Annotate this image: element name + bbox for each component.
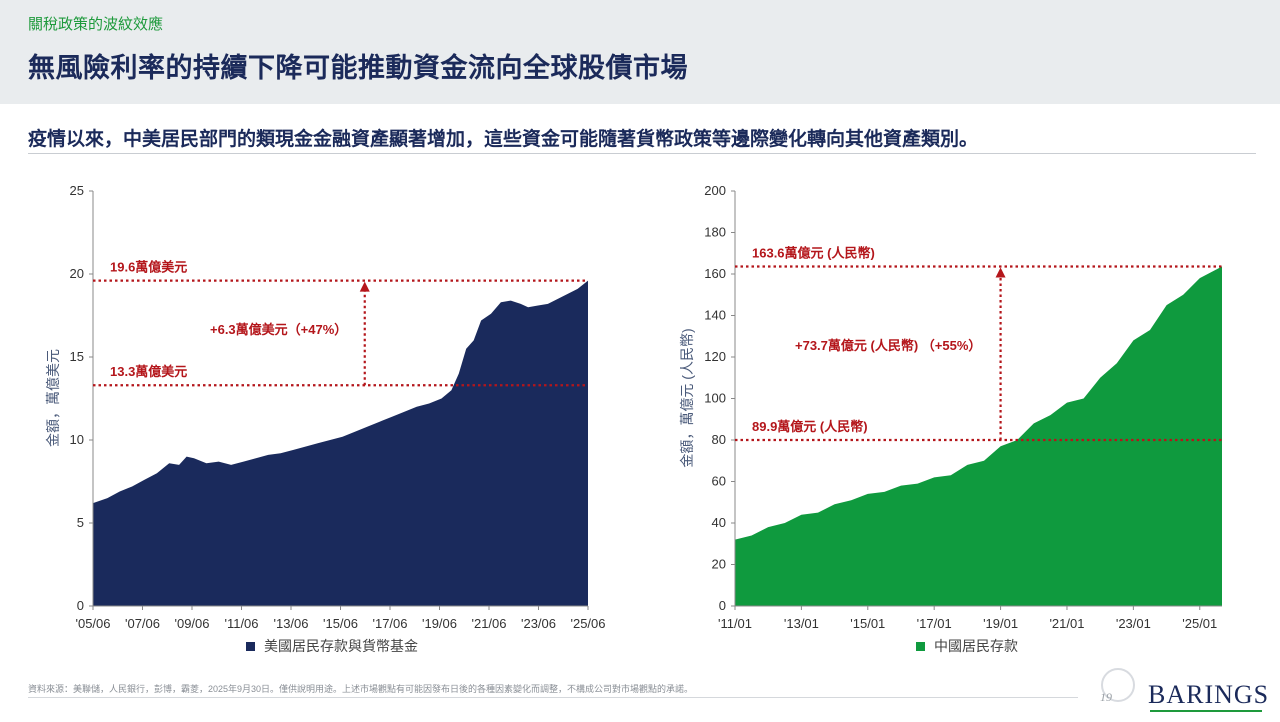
page-number: 19 <box>1100 690 1112 704</box>
x-tick-label: '23/01 <box>1116 616 1151 631</box>
y-axis-label: 金額，萬億元 (人民幣) <box>679 328 695 467</box>
y-tick-label: 5 <box>77 515 84 530</box>
y-tick-label: 20 <box>712 557 726 572</box>
y-tick-label: 80 <box>712 432 726 447</box>
y-tick-label: 0 <box>719 598 726 613</box>
arrow-head-icon <box>359 281 370 292</box>
legend-label: 中國居民存款 <box>934 638 1018 654</box>
chart-1: 0 20 40 60 80 100 120 140 160 180 200 '11/01 '13/01 '… <box>679 183 1222 654</box>
slide-subtitle: 疫情以來，中美居民部門的類現金金融資產顯著增加，這些資金可能隨著貨幣政策等邊際變… <box>28 129 979 150</box>
watermark-circle-icon <box>1101 668 1135 702</box>
difference-label: +6.3萬億美元（+47%） <box>210 322 347 337</box>
bottom-level-label: 13.3萬億美元 <box>110 364 187 379</box>
source-footnote: 資料來源：美聯儲，人民銀行，彭博，霸菱，2025年9月30日。僅供說明用途。上述… <box>28 684 694 694</box>
top-level-label: 163.6萬億元 (人民幣) <box>752 246 875 261</box>
x-tick-label: '15/06 <box>323 616 358 631</box>
x-tick-label: '11/01 <box>718 616 752 631</box>
header-band: 關稅政策的波紋效應 無風險利率的持續下降可能推動資金流向全球股債市場 <box>0 0 1280 104</box>
y-tick-label: 10 <box>70 432 84 447</box>
x-tick-label: '21/01 <box>1049 616 1084 631</box>
series-area <box>735 266 1222 606</box>
arrow-head-icon <box>995 267 1006 278</box>
y-tick-label: 40 <box>712 515 726 530</box>
top-level-label: 19.6萬億美元 <box>110 260 187 275</box>
x-tick-label: '19/01 <box>983 616 1018 631</box>
x-tick-label: '21/06 <box>471 616 506 631</box>
series-area <box>93 280 588 606</box>
y-tick-label: 180 <box>704 225 726 240</box>
footer-divider <box>28 697 1078 698</box>
chart-0: 0 5 10 15 20 25 '05/06 '07/06 '09/06 '11/06 '13/06… <box>45 183 606 654</box>
x-tick-label: '13/01 <box>784 616 819 631</box>
y-tick-label: 25 <box>70 183 84 198</box>
y-tick-label: 140 <box>704 308 726 323</box>
y-tick-label: 0 <box>77 598 84 613</box>
x-tick-label: '13/06 <box>273 616 308 631</box>
y-tick-label: 120 <box>704 349 726 364</box>
x-tick-label: '19/06 <box>422 616 457 631</box>
section-kicker: 關稅政策的波紋效應 <box>28 16 164 33</box>
x-tick-label: '07/06 <box>125 616 160 631</box>
bottom-level-label: 89.9萬億元 (人民幣) <box>752 419 868 434</box>
subtitle-divider <box>28 153 1256 154</box>
y-tick-label: 60 <box>712 474 726 489</box>
y-tick-label: 200 <box>704 183 726 198</box>
x-tick-label: '11/06 <box>224 616 258 631</box>
x-tick-label: '25/06 <box>570 616 605 631</box>
barings-logo: BARINGS <box>1148 680 1270 709</box>
legend-swatch <box>246 642 255 651</box>
difference-label: +73.7萬億元 (人民幣) （+55%） <box>795 338 981 353</box>
x-tick-label: '17/06 <box>372 616 407 631</box>
x-tick-label: '17/01 <box>917 616 952 631</box>
y-tick-label: 160 <box>704 266 726 281</box>
x-tick-label: '15/01 <box>850 616 885 631</box>
legend-label: 美國居民存款與貨幣基金 <box>264 638 418 654</box>
legend-swatch <box>916 642 925 651</box>
x-tick-label: '25/01 <box>1182 616 1217 631</box>
y-axis-label: 金額，萬億美元 <box>45 349 61 447</box>
x-tick-label: '23/06 <box>521 616 556 631</box>
y-tick-label: 20 <box>70 266 84 281</box>
x-tick-label: '05/06 <box>75 616 110 631</box>
y-tick-label: 100 <box>704 391 726 406</box>
x-tick-label: '09/06 <box>174 616 209 631</box>
page-title: 無風險利率的持續下降可能推動資金流向全球股債市場 <box>28 53 688 83</box>
y-tick-label: 15 <box>70 349 84 364</box>
logo-underline <box>1150 710 1262 712</box>
